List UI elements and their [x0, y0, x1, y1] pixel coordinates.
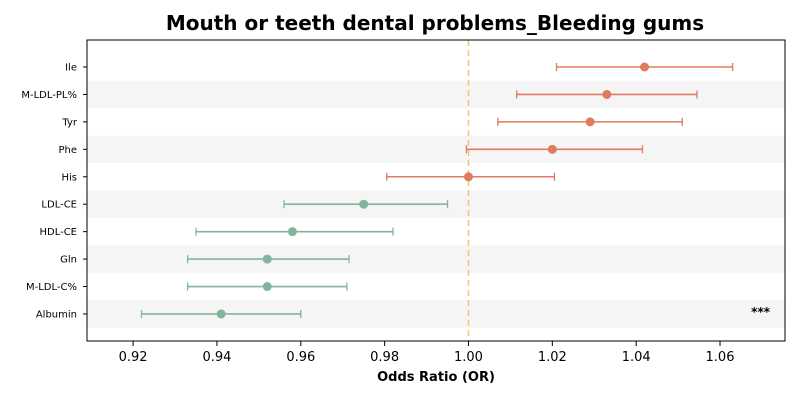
forest-row: Phe: [58, 144, 644, 156]
category-label: His: [61, 172, 77, 183]
category-label: Ile: [65, 63, 77, 74]
or-point: [640, 62, 650, 72]
x-axis: 0.92 0.94 0.96 0.98 1.00 1.02 1.04 1.06: [119, 341, 735, 365]
forest-row: Tyr: [61, 117, 683, 128]
or-point: [287, 227, 297, 237]
or-point: [359, 199, 369, 209]
x-tick-label: 0.98: [370, 350, 399, 365]
forest-row: Ile: [65, 62, 734, 74]
or-point: [585, 117, 595, 127]
forest-row: Gln: [60, 254, 350, 266]
forest-row: HDL-CE: [39, 227, 394, 238]
forest-row: LDL-CE: [41, 199, 449, 211]
data-rows: Ile M-LDL-PL% Tyr Phe His LDL-CE HDL-CE Gln M-LD…: [21, 62, 771, 321]
plot-frame: [86, 39, 786, 342]
x-tick-label: 0.94: [202, 350, 231, 365]
category-label: M-LDL-PL%: [21, 90, 77, 101]
category-label: HDL-CE: [39, 227, 77, 238]
x-axis-label: Odds Ratio (OR): [377, 370, 495, 385]
x-tick-label: 1.04: [622, 350, 651, 365]
forest-row: M-LDL-PL%: [21, 89, 698, 101]
x-tick-label: 0.92: [119, 350, 148, 365]
chart-title: Mouth or teeth dental problems_Bleeding …: [166, 11, 704, 35]
x-tick-label: 0.96: [286, 350, 315, 365]
or-point: [262, 254, 272, 264]
or-point: [602, 89, 612, 99]
or-point: [547, 144, 557, 154]
category-label: Tyr: [61, 117, 77, 128]
forest-row: Albumin ***: [36, 305, 771, 321]
or-point: [262, 282, 272, 292]
category-label: Phe: [58, 145, 77, 156]
forest-row: M-LDL-C%: [26, 282, 348, 293]
x-tick-label: 1.00: [454, 350, 483, 365]
x-tick-label: 1.06: [706, 350, 735, 365]
or-point: [216, 309, 226, 319]
x-tick-label: 1.02: [538, 350, 567, 365]
category-label: LDL-CE: [41, 200, 77, 211]
row-band: [87, 135, 785, 164]
or-point: [463, 172, 473, 182]
category-label: Albumin: [36, 309, 77, 320]
forest-row: His: [61, 172, 556, 183]
significance-annotation: ***: [751, 305, 771, 319]
category-label: Gln: [60, 255, 77, 266]
category-label: M-LDL-C%: [26, 282, 77, 293]
